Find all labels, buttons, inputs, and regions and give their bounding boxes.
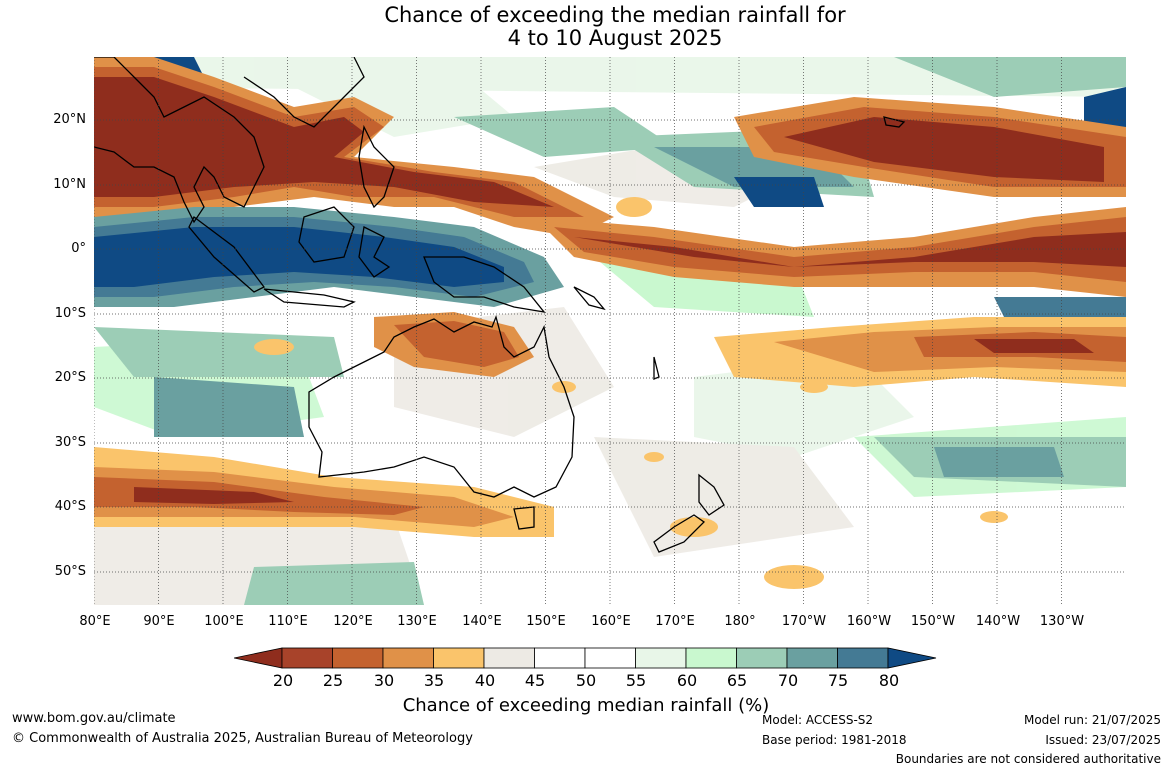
- color-bar-segment: [837, 647, 889, 669]
- hawaii: [883, 116, 906, 128]
- rainfall-map: [94, 57, 1126, 605]
- lon-label-170e: 170°E: [655, 614, 695, 629]
- solomon-islands: [573, 286, 606, 311]
- dry-band-south-west: [94, 447, 554, 537]
- cb-tick-55: 55: [625, 671, 647, 690]
- vanuatu: [653, 356, 660, 380]
- lon-label-160w: 160°W: [846, 614, 892, 629]
- lat-label-50s: 50°S: [54, 564, 86, 579]
- lon-label-170w: 170°W: [781, 614, 827, 629]
- dry-band-equatorial: [534, 207, 1126, 297]
- wet-band-maritime: [94, 207, 564, 307]
- lat-label-20n: 20°N: [53, 112, 86, 127]
- nz-south-island: [653, 514, 706, 553]
- map-title: Chance of exceeding the median rainfall …: [0, 4, 1173, 50]
- dry-patch-north-australia: [374, 312, 534, 377]
- footer-website: www.bom.gov.au/climate: [12, 711, 176, 726]
- footer-base-period: Base period: 1981-2018: [762, 733, 907, 747]
- lat-label-40s: 40°S: [54, 499, 86, 514]
- lat-label-20s: 20°S: [54, 370, 86, 385]
- color-bar-min-arrow: [234, 647, 283, 669]
- color-bar-label: Chance of exceeding median rainfall (%): [402, 695, 770, 716]
- color-bar-segment: [534, 647, 586, 669]
- footer-model: Model: ACCESS-S2: [762, 713, 874, 727]
- nz-north-island: [698, 473, 725, 516]
- color-bar: [234, 647, 937, 669]
- dry-band-northeast: [734, 97, 1126, 197]
- dry-band-north: [94, 57, 614, 237]
- lon-label-120e: 120°E: [333, 614, 373, 629]
- color-bar-segment: [332, 647, 384, 669]
- color-bar-segment: [433, 647, 485, 669]
- color-bar-segment: [584, 647, 636, 669]
- footer-copyright: © Commonwealth of Australia 2025, Austra…: [12, 731, 473, 746]
- philippines-coastline: [358, 124, 395, 209]
- cb-tick-75: 75: [827, 671, 849, 690]
- lat-label-30s: 30°S: [54, 435, 86, 450]
- cb-tick-35: 35: [423, 671, 445, 690]
- new-guinea-coastline: [423, 256, 546, 313]
- lat-label-0: 0°: [71, 241, 86, 256]
- lon-label-150w: 150°W: [910, 614, 956, 629]
- color-bar-segment: [685, 647, 737, 669]
- color-bar-segment: [483, 647, 535, 669]
- cb-tick-45: 45: [524, 671, 546, 690]
- cb-tick-80: 80: [878, 671, 900, 690]
- lat-label-10s: 10°S: [54, 306, 86, 321]
- footer-issued: Issued: 23/07/2025: [1045, 733, 1161, 747]
- cb-tick-65: 65: [726, 671, 748, 690]
- title-line-2: 4 to 10 August 2025: [507, 26, 723, 50]
- sumatra-coastline: [188, 216, 265, 293]
- china-coastline: [243, 57, 365, 128]
- map-canvas: [94, 57, 1126, 605]
- lon-label-180: 180°: [724, 614, 756, 629]
- cb-tick-25: 25: [322, 671, 344, 690]
- dry-band-south-east: [714, 317, 1126, 387]
- lon-label-130w: 130°W: [1039, 614, 1085, 629]
- asia-coastline: [94, 57, 265, 224]
- color-bar-segment: [281, 647, 333, 669]
- lon-label-100e: 100°E: [204, 614, 244, 629]
- color-bar-segment: [786, 647, 838, 669]
- java-coastline: [263, 288, 356, 308]
- footer-model-run: Model run: 21/07/2025: [1023, 713, 1161, 727]
- lon-label-160e: 160°E: [591, 614, 631, 629]
- cb-tick-40: 40: [474, 671, 496, 690]
- color-bar-max-arrow: [887, 647, 937, 669]
- color-bar-segment: [635, 647, 687, 669]
- sulawesi-coastline: [358, 226, 391, 278]
- color-bar-segment: [382, 647, 434, 669]
- tasmania-coastline: [513, 506, 535, 530]
- coastlines: [94, 57, 906, 553]
- cb-tick-60: 60: [676, 671, 698, 690]
- color-bar-segments: [234, 647, 937, 669]
- lon-label-150e: 150°E: [526, 614, 566, 629]
- lon-label-140w: 140°W: [975, 614, 1021, 629]
- lon-label-90e: 90°E: [143, 614, 175, 629]
- cb-tick-50: 50: [575, 671, 597, 690]
- color-bar-segment: [736, 647, 788, 669]
- lon-label-80e: 80°E: [79, 614, 111, 629]
- lon-label-110e: 110°E: [268, 614, 308, 629]
- lon-label-140e: 140°E: [462, 614, 502, 629]
- cb-tick-20: 20: [272, 671, 294, 690]
- borneo-coastline: [298, 206, 355, 263]
- cb-tick-70: 70: [777, 671, 799, 690]
- wet-areas: [94, 57, 1126, 605]
- lat-label-10n: 10°N: [53, 177, 86, 192]
- lon-label-130e: 130°E: [397, 614, 437, 629]
- australia-coastline: [308, 314, 575, 498]
- graticule: [94, 57, 1126, 605]
- cb-tick-30: 30: [373, 671, 395, 690]
- title-line-1: Chance of exceeding the median rainfall …: [384, 3, 846, 27]
- footer-boundaries-note: Boundaries are not considered authoritat…: [895, 752, 1161, 766]
